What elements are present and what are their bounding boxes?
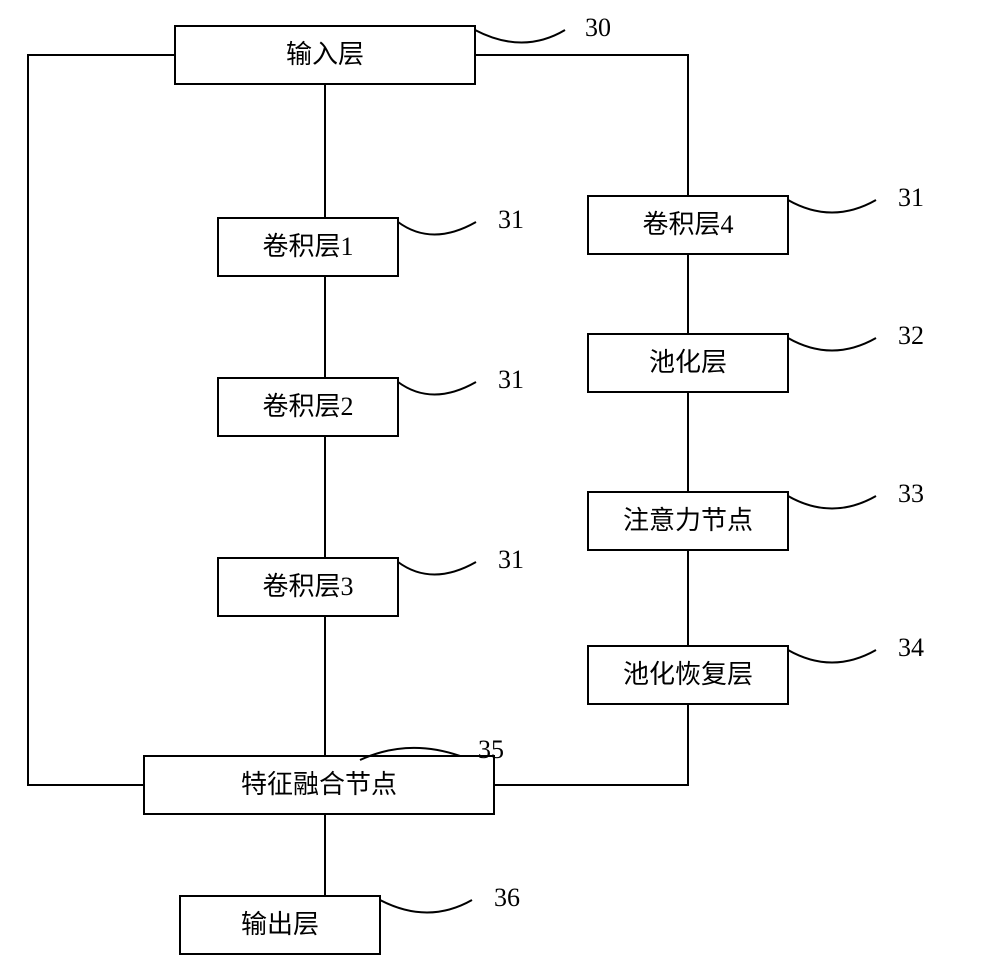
callout-output-icon [380,900,472,913]
callout-attn-label: 33 [898,479,924,508]
node-unpool: 池化恢复层 [588,646,788,704]
node-attn: 注意力节点 [588,492,788,550]
node-input-label: 输入层 [286,40,364,69]
edge-unpool-fuse [494,704,688,785]
callout-conv1-label: 31 [498,205,524,234]
edge-input-fuse [28,55,175,785]
node-output-label: 输出层 [241,910,319,939]
callout-unpool-icon [788,650,876,663]
node-unpool-label: 池化恢复层 [623,660,753,689]
node-conv3: 卷积层3 [218,558,398,616]
node-pool: 池化层 [588,334,788,392]
callout-input-icon [475,30,565,43]
node-fuse: 特征融合节点 [144,756,494,814]
callout-conv2-icon [398,382,476,395]
callout-pool-label: 32 [898,321,924,350]
node-conv1: 卷积层1 [218,218,398,276]
callout-pool-icon [788,338,876,351]
node-pool-label: 池化层 [649,348,727,377]
flowchart-diagram: 输入层卷积层1 卷积层2 卷积层3 卷积层4 池化层注意力节点池化恢复层特征融合节点输出… [0,0,1000,977]
callout-conv3-icon [398,562,476,575]
callout-unpool-label: 34 [898,633,924,662]
node-conv3-label: 卷积层3 [262,572,353,601]
edge-input-conv4 [475,55,688,196]
node-attn-label: 注意力节点 [623,506,753,535]
node-conv4-label: 卷积层4 [642,210,733,239]
callout-conv4-icon [788,200,876,213]
node-conv1-label: 卷积层1 [262,232,353,261]
node-conv4: 卷积层4 [588,196,788,254]
callout-conv4-label: 31 [898,183,924,212]
node-conv2-label: 卷积层2 [262,392,353,421]
node-output: 输出层 [180,896,380,954]
callout-fuse-label: 35 [478,735,504,764]
callout-conv1-icon [398,222,476,235]
node-fuse-label: 特征融合节点 [241,770,397,799]
callout-conv3-label: 31 [498,545,524,574]
node-conv2: 卷积层2 [218,378,398,436]
callout-output-label: 36 [494,883,520,912]
callout-input-label: 30 [585,13,611,42]
nodes: 输入层卷积层1 卷积层2 卷积层3 卷积层4 池化层注意力节点池化恢复层特征融合节点输出… [144,26,788,954]
callout-conv2-label: 31 [498,365,524,394]
node-input: 输入层 [175,26,475,84]
callout-attn-icon [788,496,876,509]
